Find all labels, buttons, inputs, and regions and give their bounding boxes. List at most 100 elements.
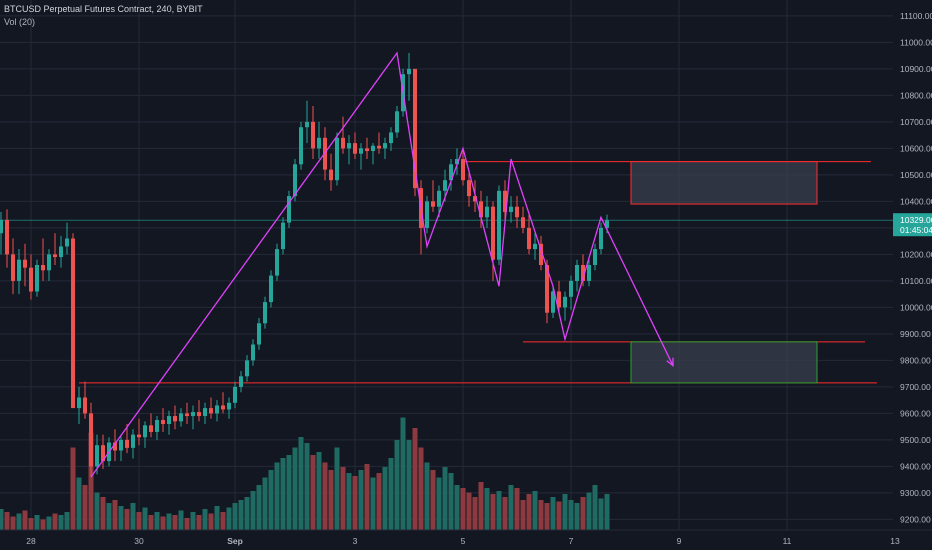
volume-bar: [274, 462, 280, 530]
x-tick-label: 3: [353, 536, 358, 546]
y-tick-label: 10700.00: [900, 117, 932, 127]
candle-body: [557, 291, 561, 308]
candle-body: [215, 405, 219, 414]
volume-bar: [70, 447, 76, 530]
volume-bar: [574, 503, 580, 530]
candle-body: [143, 425, 147, 438]
volume-bar: [94, 492, 100, 530]
candle-body: [377, 145, 381, 149]
candle-body: [305, 121, 309, 128]
candle-body: [593, 249, 597, 265]
candle-body: [11, 254, 15, 281]
candle-body: [0, 219, 3, 234]
candle-body: [491, 206, 495, 260]
volume-bar: [598, 498, 604, 530]
volume-bar: [388, 458, 394, 530]
candle-body: [497, 190, 501, 260]
volume-bar: [418, 447, 424, 530]
candle-body: [257, 323, 261, 345]
candle-body: [23, 259, 27, 268]
candle-body: [485, 206, 489, 218]
candle-body: [449, 164, 453, 181]
candle-body: [95, 445, 99, 467]
volume-bar: [16, 513, 22, 530]
volume-bar: [40, 519, 46, 530]
candle-body: [347, 143, 351, 149]
candle-body: [155, 420, 159, 432]
volume-bar: [568, 500, 574, 530]
candle-body: [437, 190, 441, 207]
volume-bar: [280, 458, 286, 530]
volume-bar: [406, 440, 412, 530]
volume-bar: [46, 516, 52, 530]
time-axis[interactable]: [0, 530, 932, 550]
candle-body: [479, 201, 483, 218]
candle-body: [47, 254, 51, 271]
candle-body: [299, 127, 303, 165]
x-tick-label: 7: [569, 536, 574, 546]
candle-body: [425, 201, 429, 228]
candle-body: [533, 243, 537, 250]
volume-bar: [544, 503, 550, 530]
volume-bar: [130, 503, 136, 530]
volume-bar: [346, 473, 352, 530]
volume-bar: [154, 512, 160, 530]
y-tick-label: 11000.00: [900, 37, 932, 47]
candle-body: [587, 265, 591, 281]
volume-bar: [166, 513, 172, 530]
zigzag-projection-path[interactable]: [90, 51, 674, 478]
price-axis[interactable]: [893, 0, 932, 550]
volume-bar: [142, 507, 148, 530]
volume-bar: [400, 417, 406, 530]
volume-bar: [472, 497, 478, 530]
volume-bar: [466, 492, 472, 530]
candle-body: [119, 439, 123, 451]
rectangle-zone[interactable]: [630, 341, 818, 384]
volume-bar: [316, 452, 322, 530]
volume-bar: [340, 467, 346, 530]
candle-body: [563, 296, 567, 308]
volume-bar: [460, 488, 466, 530]
volume-bar: [526, 494, 532, 530]
candle-body: [263, 302, 267, 324]
bar-countdown-label: 01:45:04: [900, 225, 932, 235]
volume-bar: [484, 488, 490, 530]
volume-bar: [382, 467, 388, 530]
candle-body: [71, 238, 75, 409]
volume-bar: [556, 501, 562, 530]
volume-bar: [208, 513, 214, 530]
volume-bar: [0, 509, 4, 530]
volume-bar: [112, 500, 118, 530]
volume-bar: [304, 443, 310, 530]
volume-bar: [178, 510, 184, 530]
candle-body: [521, 217, 525, 228]
volume-bar: [76, 477, 82, 530]
candle-body: [83, 397, 87, 414]
x-tick-label: 11: [783, 536, 792, 546]
volume-bar: [442, 467, 448, 530]
volume-bar: [592, 485, 598, 530]
rectangle-zone[interactable]: [630, 161, 818, 205]
candle-body: [473, 196, 477, 202]
volume-bar: [562, 494, 568, 530]
candle-body: [293, 164, 297, 197]
volume-bar: [106, 503, 112, 530]
volume-bar: [34, 515, 40, 530]
volume-bar: [514, 488, 520, 530]
volume-bar: [82, 485, 88, 530]
candle-body: [311, 121, 315, 149]
candle-body: [239, 376, 243, 387]
volume-bar: [292, 447, 298, 530]
candle-body: [17, 259, 21, 281]
volume-bar: [298, 437, 304, 530]
volume-bar: [448, 473, 454, 530]
candle-body: [515, 206, 519, 218]
y-tick-label: 9400.00: [900, 461, 931, 471]
volume-bar: [430, 470, 436, 530]
y-tick-label: 9300.00: [900, 488, 931, 498]
volume-bar: [52, 513, 58, 530]
candle-body: [575, 265, 579, 281]
candle-body: [209, 408, 213, 414]
